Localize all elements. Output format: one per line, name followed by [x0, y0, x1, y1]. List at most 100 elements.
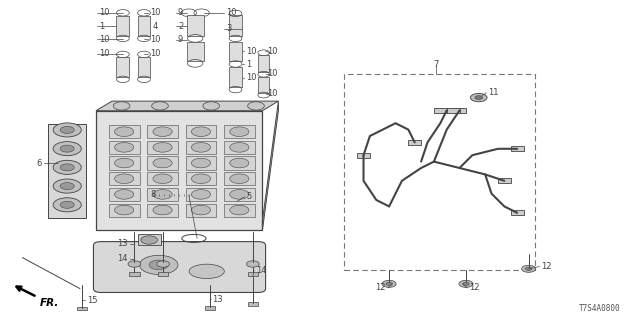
Circle shape	[115, 143, 134, 152]
Circle shape	[230, 205, 249, 215]
Text: 2: 2	[178, 22, 183, 31]
Circle shape	[191, 205, 211, 215]
Circle shape	[115, 158, 134, 168]
Bar	[258, 77, 269, 93]
Polygon shape	[262, 101, 278, 230]
Polygon shape	[96, 101, 278, 111]
Text: FR.: FR.	[40, 298, 59, 308]
Circle shape	[230, 189, 249, 199]
Bar	[109, 141, 140, 154]
Circle shape	[60, 145, 74, 152]
Text: 10: 10	[99, 49, 109, 58]
Text: 10: 10	[150, 35, 161, 44]
Circle shape	[191, 174, 211, 184]
Bar	[229, 42, 242, 61]
Text: 14: 14	[256, 266, 266, 275]
Bar	[453, 108, 466, 113]
Circle shape	[191, 158, 211, 168]
Bar	[186, 125, 216, 138]
Bar	[138, 16, 150, 36]
Bar	[129, 272, 140, 276]
Text: 12: 12	[376, 284, 386, 292]
Text: 10: 10	[226, 8, 236, 17]
Circle shape	[153, 205, 172, 215]
Text: 10: 10	[246, 73, 257, 82]
Text: 6: 6	[36, 159, 42, 168]
Bar	[224, 156, 255, 170]
Text: 13: 13	[212, 295, 223, 304]
FancyBboxPatch shape	[93, 242, 266, 292]
Bar	[147, 156, 178, 170]
Circle shape	[60, 164, 74, 171]
Ellipse shape	[149, 260, 168, 270]
Bar	[116, 57, 129, 77]
Bar	[447, 108, 460, 113]
Text: 12: 12	[469, 284, 479, 292]
Bar	[109, 156, 140, 170]
Circle shape	[141, 236, 157, 244]
Ellipse shape	[189, 264, 224, 278]
Bar	[109, 204, 140, 217]
Circle shape	[459, 280, 473, 287]
Bar	[147, 125, 178, 138]
Bar	[109, 172, 140, 185]
Circle shape	[153, 189, 172, 199]
Circle shape	[203, 102, 220, 110]
Bar	[357, 153, 370, 158]
Bar	[147, 172, 178, 185]
Text: 3: 3	[226, 24, 231, 33]
Circle shape	[157, 261, 170, 267]
Circle shape	[113, 102, 130, 110]
Circle shape	[191, 127, 211, 137]
Text: 5: 5	[246, 192, 252, 201]
Ellipse shape	[140, 255, 178, 275]
Circle shape	[191, 143, 211, 152]
Circle shape	[53, 142, 81, 156]
Circle shape	[128, 261, 141, 267]
Bar	[158, 272, 168, 276]
Circle shape	[230, 143, 249, 152]
Bar	[248, 302, 258, 306]
Circle shape	[522, 265, 536, 272]
Text: 1: 1	[246, 60, 252, 68]
Text: 13: 13	[117, 239, 128, 248]
Circle shape	[153, 127, 172, 137]
Bar	[187, 42, 204, 61]
Bar	[224, 188, 255, 201]
Circle shape	[382, 280, 396, 287]
Bar	[48, 124, 86, 218]
Circle shape	[246, 261, 259, 267]
Circle shape	[60, 126, 74, 133]
Circle shape	[53, 179, 81, 193]
Bar	[344, 74, 535, 270]
Circle shape	[115, 127, 134, 137]
Circle shape	[230, 158, 249, 168]
Bar	[186, 188, 216, 201]
Text: 10: 10	[268, 69, 278, 78]
Bar	[138, 57, 150, 77]
Bar	[434, 108, 447, 113]
Text: 14: 14	[118, 254, 128, 263]
Circle shape	[191, 189, 211, 199]
Text: 9: 9	[178, 8, 183, 17]
Bar	[229, 15, 242, 36]
Circle shape	[153, 143, 172, 152]
Circle shape	[115, 205, 134, 215]
Bar	[96, 111, 262, 230]
Text: 10: 10	[150, 8, 161, 17]
Text: 9: 9	[178, 35, 183, 44]
Bar	[147, 141, 178, 154]
Circle shape	[60, 182, 74, 190]
Bar	[109, 125, 140, 138]
Bar	[229, 67, 242, 87]
Circle shape	[525, 267, 532, 270]
Text: 10: 10	[268, 89, 278, 98]
Text: 10: 10	[99, 35, 109, 44]
Bar	[224, 141, 255, 154]
Text: 11: 11	[488, 88, 499, 97]
Text: 10: 10	[150, 49, 161, 58]
Bar	[258, 55, 269, 72]
Text: 10: 10	[246, 47, 257, 56]
Bar	[77, 307, 87, 310]
Circle shape	[248, 102, 264, 110]
